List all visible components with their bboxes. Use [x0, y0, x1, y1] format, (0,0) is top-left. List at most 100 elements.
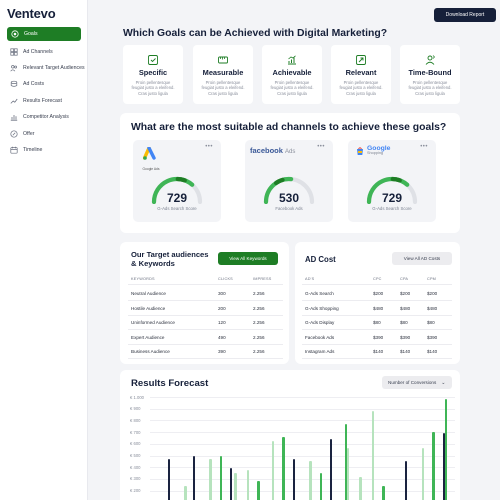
grid-line — [150, 467, 455, 469]
users-icon — [10, 64, 18, 72]
goal-description: Proin pellentesque feugiat justo a eleif… — [408, 80, 452, 96]
goal-label: Specific — [138, 68, 168, 77]
sidebar-item-label: Relevant Target Audiences — [23, 64, 85, 71]
chart-bar — [359, 476, 362, 500]
download-report-button[interactable]: Download Report — [434, 8, 496, 22]
table-cell: Uninformed Audience — [131, 320, 175, 326]
grid-line — [150, 397, 455, 398]
channel-card-google-shopping[interactable]: Google Shopping ••• 729 G-Ads Search Score — [348, 140, 436, 222]
chart-bar — [184, 485, 187, 500]
table-cell: Facebook Ads — [305, 334, 335, 340]
sidebar-item-results-forecast[interactable]: Results Forecast — [0, 93, 88, 109]
audiences-title-line1: Our Target audiences — [131, 250, 209, 259]
y-tick-label: € 600 — [130, 441, 141, 447]
offer-icon — [10, 129, 18, 138]
forecast-title: Results Forecast — [131, 378, 209, 389]
sidebar-item-relevant-target-audiences[interactable]: Relevant Target Audiences — [0, 60, 88, 76]
chart-bar — [346, 448, 350, 500]
y-tick-label: € 1.000 — [130, 394, 144, 400]
goal-label: Achievable — [272, 68, 312, 77]
table-row-divider — [128, 314, 283, 316]
table-row-divider — [128, 343, 283, 345]
table-row-divider — [128, 329, 283, 331]
sidebar-item-timeline[interactable]: Timeline — [0, 142, 88, 158]
chart-bar — [230, 468, 233, 500]
goal-card-achievable[interactable]: Achievable Proin pellentesque feugiat jus… — [262, 45, 322, 104]
chart-bar — [432, 432, 435, 500]
table-row-divider — [128, 300, 283, 301]
calendar-icon — [10, 146, 18, 154]
more-options-icon[interactable]: ••• — [420, 144, 428, 150]
table-cell: $390 — [427, 334, 438, 340]
sidebar-item-goals[interactable]: Goals — [7, 27, 81, 41]
table-cell: 200 — [218, 305, 226, 311]
goal-card-measurable[interactable]: Measurable Proin pellentesque feugiat jus… — [193, 45, 253, 104]
sidebar-item-label: Goals — [24, 31, 38, 37]
table-cell: 390 — [218, 349, 226, 355]
table-cell: 2.256 — [253, 349, 265, 355]
table-header: AD'S — [305, 277, 315, 281]
chart-bar — [421, 448, 425, 500]
y-tick-label: € 400 — [130, 464, 141, 470]
channels-title: What are the most suitable ad channels t… — [131, 122, 447, 133]
chart-bar — [192, 455, 195, 500]
table-cell: $80 — [373, 320, 381, 326]
table-cell: Business Audience — [131, 349, 170, 355]
target-icon — [11, 30, 19, 38]
google-ads-logo-text: Google Ads — [142, 167, 160, 171]
google-ads-logo: Google Ads — [141, 146, 161, 171]
measure-icon — [217, 53, 229, 65]
coins-icon — [10, 80, 18, 88]
goal-description: Proin pellentesque feugiat justo a eleif… — [131, 80, 175, 96]
channel-card-google-ads[interactable]: Google Ads ••• 729 G-Ads Search Score — [133, 140, 221, 222]
brand-logo: Ventevo — [7, 6, 56, 21]
table-cell: 300 — [218, 291, 226, 296]
divider — [302, 284, 452, 285]
channel-card-facebook-ads[interactable]: facebook Ads ••• 530 Facebook Ads — [245, 140, 333, 222]
trend-icon — [10, 97, 18, 105]
score-gauge — [263, 176, 315, 204]
more-options-icon[interactable]: ••• — [205, 144, 213, 150]
score-label: G-Ads Search Score — [157, 206, 197, 211]
table-cell: $480 — [373, 305, 384, 311]
chart-bar — [344, 423, 348, 500]
sidebar-item-offer[interactable]: Offer — [0, 125, 88, 141]
goal-card-relevant[interactable]: Relevant Proin pellentesque feugiat justo… — [331, 45, 391, 104]
forecast-panel — [120, 370, 460, 500]
chart-bar — [309, 461, 312, 500]
grid-line — [150, 408, 455, 410]
table-cell: 2.256 — [253, 305, 265, 311]
table-header: CPC — [373, 277, 382, 281]
google-shopping-logo-text: Google — [367, 145, 391, 152]
view-all-ad-costs-button[interactable]: View All AD Costs — [392, 252, 452, 265]
score-label: Facebook Ads — [275, 206, 303, 211]
table-header: IMPRESS — [253, 277, 272, 281]
sidebar-item-ad-channels[interactable]: Ad Channels — [0, 43, 88, 59]
y-tick-label: € 500 — [130, 453, 141, 458]
goal-card-time-bound[interactable]: Time-Bound Proin pellentesque feugiat jus… — [400, 45, 460, 104]
score-label: G-Ads Search Score — [372, 206, 412, 211]
table-row-divider — [302, 329, 452, 331]
goal-card-specific[interactable]: Specific Proin pellentesque feugiat justo… — [123, 45, 183, 104]
sidebar-item-ad-costs[interactable]: Ad Costs — [0, 76, 88, 92]
table-row-divider — [302, 314, 452, 316]
table-cell: $200 — [373, 291, 384, 296]
grid-icon — [10, 48, 18, 56]
more-options-icon[interactable]: ••• — [317, 144, 325, 150]
chart-bar — [234, 473, 237, 500]
table-cell: $140 — [373, 349, 384, 355]
score-value: 729 — [166, 191, 188, 205]
table-header: CPM — [427, 277, 437, 281]
y-tick-label: € 200 — [130, 488, 141, 494]
goal-description: Proin pellentesque feugiat justo a eleif… — [270, 80, 314, 96]
view-all-keywords-button[interactable]: View All Keywords — [218, 252, 278, 265]
table-cell: $80 — [427, 320, 435, 326]
time-icon — [424, 53, 436, 65]
table-cell: 490 — [218, 334, 226, 340]
sidebar-item-competitor-analysis[interactable]: Competitor Analysis — [0, 109, 88, 125]
facebook-logo-text: facebook — [250, 146, 283, 155]
table-cell: G-Ads Display — [305, 320, 335, 326]
goal-label: Relevant — [345, 68, 377, 77]
table-row-divider — [128, 358, 283, 360]
conversions-dropdown[interactable]: Number of Conversions ⌄ — [382, 376, 452, 389]
